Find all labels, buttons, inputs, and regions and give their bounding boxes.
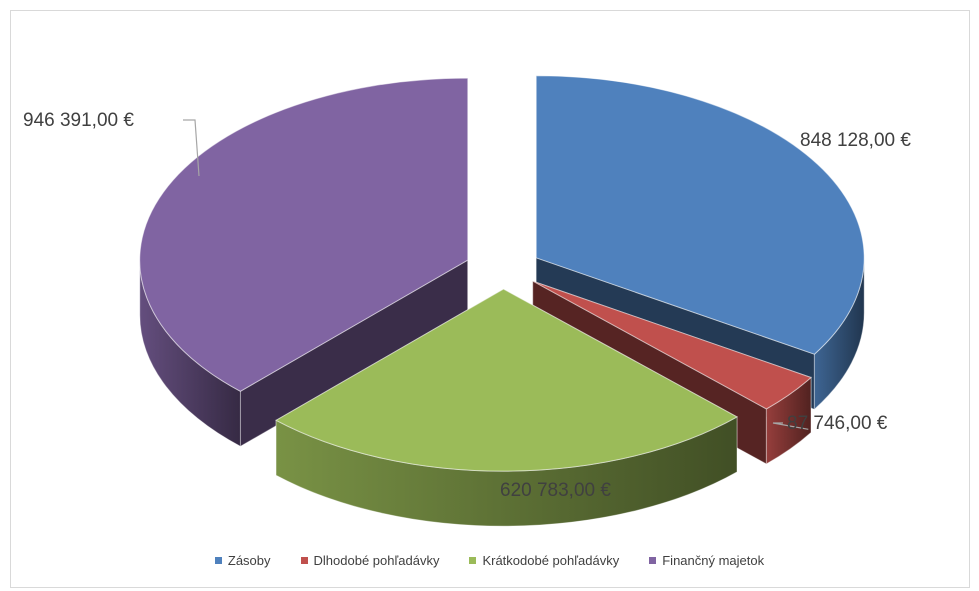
legend-label: Zásoby: [227, 553, 271, 568]
data-label: 87 746,00 €: [787, 413, 888, 434]
legend-swatch: [214, 557, 222, 564]
legend-item: Krátkodobé pohľadávky: [469, 553, 619, 568]
data-label: 620 783,00 €: [500, 480, 611, 501]
slice-kratkodobe-pohladavky: [275, 288, 739, 527]
legend-label: Dlhodobé pohľadávky: [313, 553, 440, 568]
legend-item: Zásoby: [214, 553, 271, 568]
slice-dlhodobe-pohladavky-top: [532, 280, 812, 410]
legend: Zásoby Dlhodobé pohľadávky Krátkodobé pohľ…: [0, 553, 979, 568]
slice-financny-majetok-top: [139, 77, 469, 392]
legend-item: Finančný majetok: [649, 553, 764, 568]
legend-swatch: [469, 557, 477, 564]
legend-label: Krátkodobé pohľadávky: [482, 553, 620, 568]
legend-swatch: [649, 557, 657, 564]
data-label: 848 128,00 €: [800, 130, 911, 151]
legend-swatch: [300, 557, 308, 564]
data-label: 946 391,00 €: [23, 110, 134, 131]
leader-line: [183, 119, 200, 177]
legend-label: Finančný majetok: [662, 553, 765, 568]
legend-item: Dlhodobé pohľadávky: [300, 553, 440, 568]
slice-zasoby-top: [535, 75, 865, 355]
leader-line: [772, 422, 809, 430]
slice-kratkodobe-pohladavky-top: [275, 288, 739, 472]
slice-financny-majetok: [139, 77, 469, 448]
